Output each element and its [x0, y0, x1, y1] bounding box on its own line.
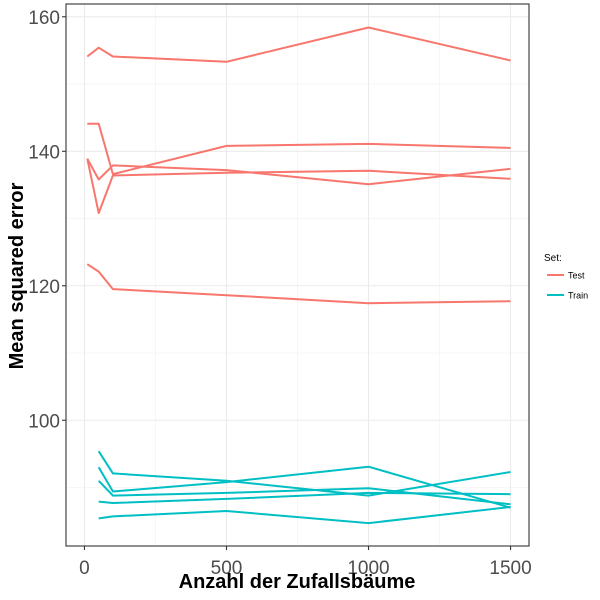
legend-label-test: Test	[568, 271, 585, 281]
x-axis-title: Anzahl der Zufallsbäume	[179, 571, 416, 593]
series-line-test	[86, 158, 511, 186]
major-gridlines	[66, 4, 529, 546]
legend: Set: Test Train	[544, 253, 588, 301]
y-axis-title: Mean squared error	[6, 182, 28, 369]
series-line-test	[87, 122, 511, 176]
legend-label-train: Train	[568, 291, 588, 301]
series-line-test	[86, 263, 511, 305]
y-tick-label: 100	[28, 411, 60, 432]
x-tick-label: 0	[79, 558, 90, 579]
series-line-train	[98, 506, 511, 525]
legend-title: Set:	[544, 253, 562, 264]
x-tick-label: 500	[211, 558, 243, 579]
series-lines	[86, 26, 511, 525]
x-tick-label: 1500	[489, 558, 531, 579]
x-axis: 0 500 1000 1500	[79, 546, 532, 579]
minor-gridlines	[66, 4, 529, 546]
y-axis: 100 120 140 160	[28, 8, 66, 432]
y-tick-label: 120	[28, 277, 60, 298]
series-line-train	[98, 491, 511, 504]
series-line-test	[86, 158, 511, 215]
series-line-test	[86, 26, 511, 63]
y-tick-label: 140	[28, 142, 60, 163]
y-tick-label: 160	[28, 8, 60, 29]
series-line-train	[97, 465, 511, 509]
plot-border	[65, 3, 530, 547]
series-line-train	[97, 450, 511, 497]
x-tick-label: 1000	[347, 558, 389, 579]
